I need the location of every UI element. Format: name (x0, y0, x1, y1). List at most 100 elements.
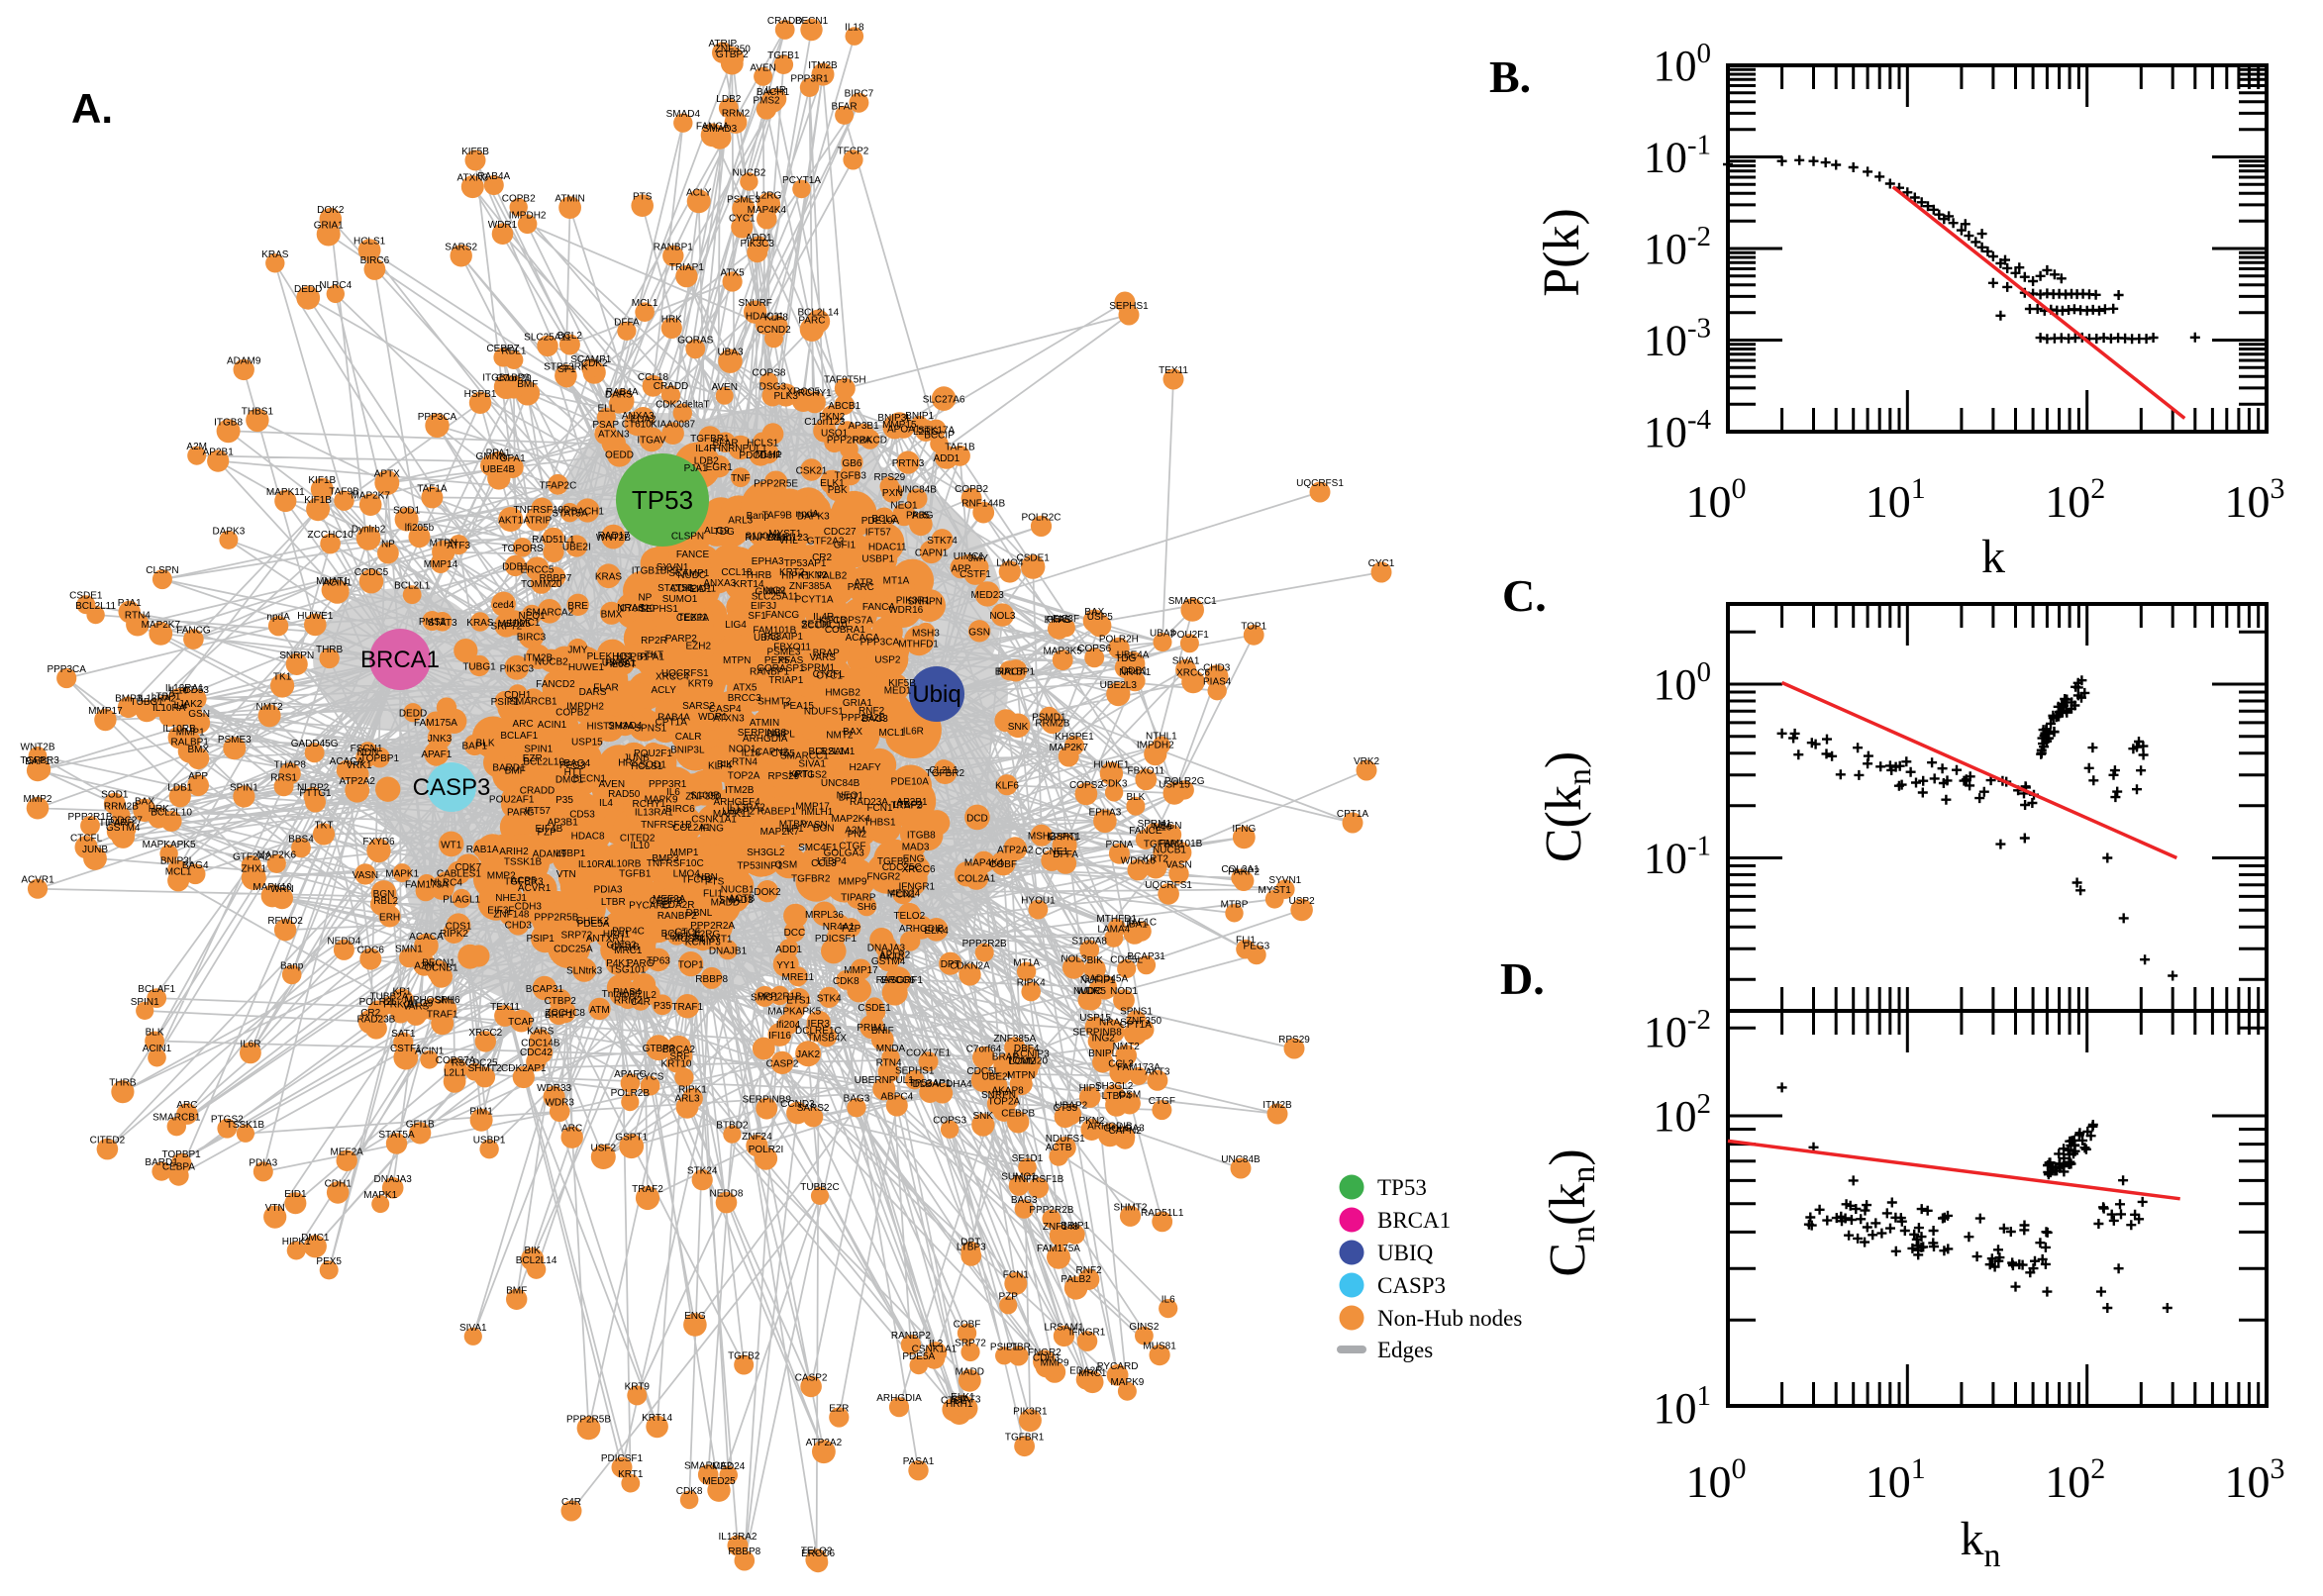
svg-text:GINS2: GINS2 (1129, 1322, 1159, 1333)
svg-text:KRT1: KRT1 (789, 769, 815, 780)
svg-text:ATRIP: ATRIP (708, 39, 737, 50)
svg-text:Edges: Edges (1377, 1338, 1433, 1362)
svg-text:RRM2B: RRM2B (1035, 719, 1069, 730)
svg-text:IL10: IL10 (630, 841, 650, 851)
svg-text:EDA2R: EDA2R (1069, 1365, 1102, 1376)
svg-text:BRCC3: BRCC3 (728, 693, 761, 704)
svg-text:STK17A: STK17A (918, 425, 956, 436)
svg-text:TGFBR2: TGFBR2 (791, 874, 831, 885)
svg-text:TGFBR2: TGFBR2 (926, 768, 965, 779)
svg-text:HSPB1: HSPB1 (464, 389, 497, 400)
svg-text:HNRNPUL1: HNRNPUL1 (714, 444, 767, 454)
svg-text:P53AIP1: P53AIP1 (763, 632, 803, 643)
svg-text:PALB2: PALB2 (1060, 1274, 1091, 1285)
svg-text:KRT14: KRT14 (734, 579, 764, 590)
svg-text:IL10: IL10 (169, 685, 189, 696)
svg-text:APAF1: APAF1 (421, 749, 452, 760)
svg-text:CTGF: CTGF (839, 841, 865, 851)
svg-text:ATF3: ATF3 (447, 541, 470, 551)
svg-text:BECN1: BECN1 (422, 957, 455, 968)
svg-text:VTN: VTN (556, 869, 576, 880)
svg-text:FNGR2: FNGR2 (1028, 1347, 1061, 1358)
svg-text:PKN2: PKN2 (819, 412, 846, 423)
svg-text:BCL2L1: BCL2L1 (394, 581, 431, 592)
svg-text:BCCIP: BCCIP (924, 430, 955, 441)
svg-text:BRCA2: BRCA2 (662, 1045, 696, 1055)
svg-text:WDR16: WDR16 (1121, 856, 1156, 867)
svg-text:AKT3: AKT3 (879, 952, 904, 963)
svg-text:PSME3: PSME3 (767, 647, 801, 657)
svg-text:BRIP1: BRIP1 (545, 1010, 573, 1021)
svg-text:RTN4: RTN4 (125, 611, 151, 622)
svg-text:SE1D1: SE1D1 (801, 620, 833, 631)
svg-text:VRK1: VRK1 (346, 760, 372, 771)
svg-text:RBL2: RBL2 (373, 896, 398, 907)
svg-text:SMC4F1: SMC4F1 (798, 843, 838, 853)
svg-text:CCNB1: CCNB1 (425, 962, 458, 973)
svg-text:PPA1: PPA1 (486, 448, 511, 458)
svg-text:PIAS4: PIAS4 (613, 987, 642, 998)
svg-text:TUBG1: TUBG1 (462, 661, 496, 672)
svg-text:USP2: USP2 (1289, 896, 1316, 907)
svg-text:COPS7A: COPS7A (833, 616, 873, 627)
svg-text:DPT: DPT (960, 1238, 980, 1248)
svg-text:LDB1: LDB1 (167, 782, 192, 793)
svg-text:ACLY: ACLY (652, 685, 677, 696)
svg-text:BMF: BMF (506, 1285, 527, 1296)
svg-text:CDH3: CDH3 (1033, 1352, 1060, 1363)
svg-text:HIP1: HIP1 (781, 824, 804, 835)
svg-text:TGFB1: TGFB1 (619, 868, 652, 879)
svg-text:CSNK1A1: CSNK1A1 (912, 1345, 958, 1355)
svg-text:BRCA1: BRCA1 (1377, 1208, 1451, 1233)
svg-text:COPS8: COPS8 (753, 368, 786, 379)
svg-text:POLR2H: POLR2H (1099, 635, 1139, 646)
svg-text:KARS: KARS (527, 1027, 555, 1038)
svg-text:ATP2A2: ATP2A2 (997, 845, 1034, 855)
svg-text:CDK2AP1: CDK2AP1 (671, 583, 717, 594)
svg-text:MMP17: MMP17 (795, 801, 830, 812)
svg-text:NEO1: NEO1 (837, 790, 864, 801)
svg-text:L2RG: L2RG (913, 427, 939, 438)
svg-text:S100B: S100B (690, 791, 720, 802)
svg-text:NEO1: NEO1 (518, 611, 546, 622)
svg-text:MT1A: MT1A (1013, 957, 1040, 968)
svg-text:NEDD4: NEDD4 (327, 936, 360, 947)
svg-text:RAD51L1: RAD51L1 (532, 535, 575, 546)
svg-text:MCL1: MCL1 (878, 728, 905, 739)
svg-text:TKT: TKT (315, 821, 334, 832)
svg-text:PCNA: PCNA (1106, 840, 1134, 850)
svg-text:CITED2: CITED2 (620, 833, 656, 844)
svg-text:IFT57: IFT57 (865, 527, 892, 538)
svg-text:PPP2R2B: PPP2R2B (841, 713, 885, 724)
svg-text:AP2B1: AP2B1 (896, 797, 928, 808)
svg-text:PPP4C: PPP4C (612, 926, 645, 937)
svg-text:DCC: DCC (784, 928, 806, 939)
svg-text:NP: NP (381, 540, 395, 550)
svg-text:LMO4: LMO4 (996, 558, 1024, 569)
svg-text:SRP72: SRP72 (490, 622, 522, 633)
svg-text:STAT5A: STAT5A (552, 509, 588, 520)
svg-text:NMT2: NMT2 (255, 702, 283, 713)
svg-text:BECN1: BECN1 (573, 774, 607, 785)
svg-text:HSPB1: HSPB1 (616, 652, 649, 663)
svg-text:EPHA3: EPHA3 (1089, 807, 1122, 818)
svg-text:SYVN1: SYVN1 (656, 562, 689, 573)
svg-text:WDR33: WDR33 (537, 1083, 571, 1094)
svg-text:APP: APP (951, 563, 970, 574)
svg-text:CDKN2A: CDKN2A (950, 960, 990, 971)
svg-text:EID1: EID1 (284, 1189, 307, 1200)
svg-text:PKN2: PKN2 (1078, 1116, 1105, 1127)
svg-text:NUCB2: NUCB2 (732, 168, 765, 179)
svg-text:TOMM20: TOMM20 (521, 579, 562, 590)
svg-text:PLK3: PLK3 (773, 391, 798, 402)
svg-text:NMT2: NMT2 (1113, 1042, 1141, 1052)
svg-text:DFFA: DFFA (1053, 849, 1078, 860)
svg-text:SRF: SRF (669, 1051, 689, 1062)
svg-text:TEX11: TEX11 (1159, 365, 1188, 376)
svg-text:YY1: YY1 (776, 960, 795, 971)
svg-text:SNURF: SNURF (738, 298, 771, 309)
svg-text:CD53: CD53 (183, 685, 209, 696)
svg-text:SHMT2: SHMT2 (758, 696, 791, 707)
svg-text:HDAC11: HDAC11 (868, 543, 907, 553)
svg-text:SLC25A11: SLC25A11 (752, 592, 799, 603)
